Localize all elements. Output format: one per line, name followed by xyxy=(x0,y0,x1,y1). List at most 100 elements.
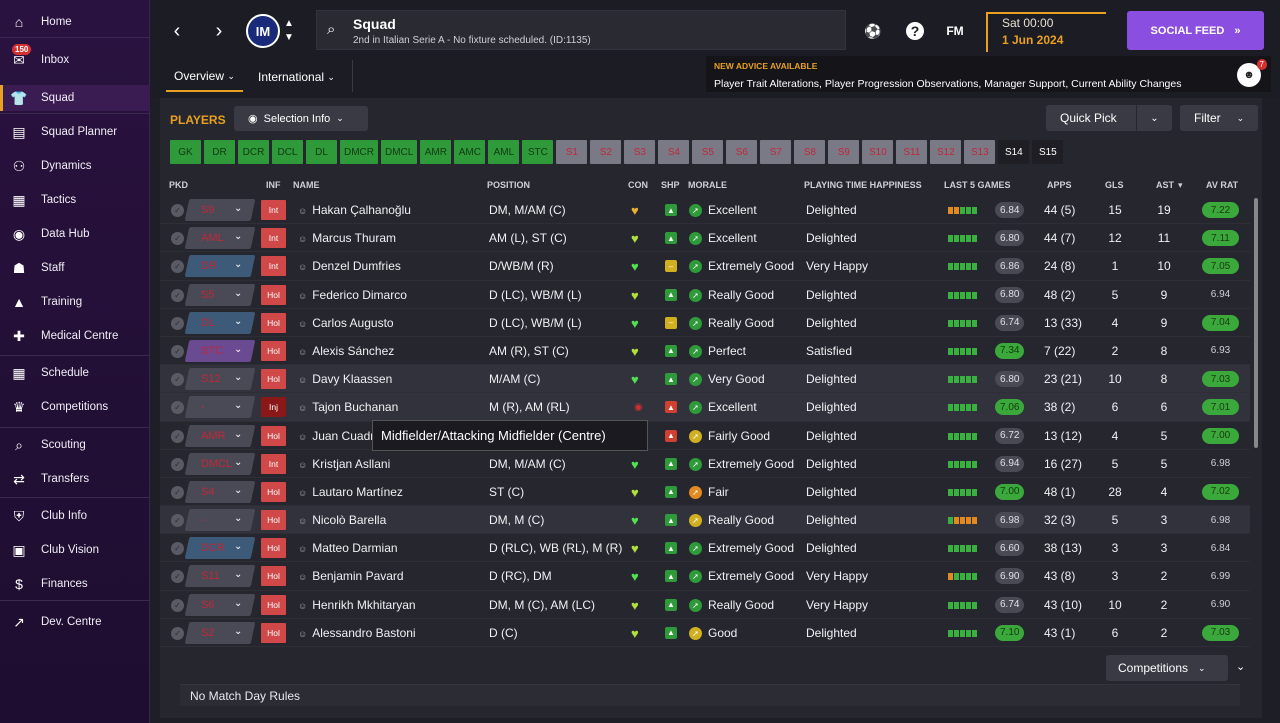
chevron-down-icon[interactable]: ⌄ xyxy=(234,231,243,243)
date-display[interactable]: Sat 00:00 1 Jun 2024 xyxy=(986,12,1106,52)
pick-checkbox[interactable]: ✓ xyxy=(171,232,184,246)
sidebar-item-training[interactable]: ▲ Training xyxy=(0,289,150,315)
chevron-down-icon[interactable]: ⌄ xyxy=(234,541,243,553)
pick-checkbox[interactable]: ✓ xyxy=(171,204,184,217)
table-row[interactable]: ✓ S12 ⌄ Hol ☺ Davy Klaassen M/AM (C) ♥ ▲ ➚ Very Go… xyxy=(160,365,1250,394)
club-badge[interactable]: IM xyxy=(246,14,280,48)
position-chip-s7[interactable]: S7 xyxy=(760,140,792,164)
squad-position-selector[interactable]: DL xyxy=(184,311,256,334)
position-chip-s9[interactable]: S9 xyxy=(828,140,860,164)
chevron-down-icon[interactable]: ⌄ xyxy=(234,400,243,412)
col-pkd[interactable]: PKD xyxy=(169,180,189,190)
squad-position-selector[interactable]: STC xyxy=(184,339,256,362)
player-name[interactable]: ☺ Hakan Çalhanoğlu xyxy=(298,203,411,217)
chevron-down-icon[interactable]: ⌄ xyxy=(234,625,243,637)
player-name[interactable]: ☺ Lautaro Martínez xyxy=(298,485,403,499)
table-row[interactable]: ✓AMR⌄Hol☺Juan Cuadrado♥▲➚Fairly GoodDeli… xyxy=(160,422,1250,450)
chevron-down-icon[interactable]: ⌄ xyxy=(234,287,243,299)
chevron-down-icon[interactable]: ⌄ xyxy=(234,484,243,496)
squad-position-selector[interactable]: S12 xyxy=(184,368,256,391)
pick-checkbox[interactable]: ✓ xyxy=(171,316,184,330)
table-row[interactable]: ✓ S5 ⌄ Hol ☺ Federico Dimarco D (LC), WB/M (L)… xyxy=(160,281,1250,309)
table-row[interactable]: ✓ S11 ⌄ Hol ☺ Benjamin Pavard D (RC), DM ♥ ▲ ➚ Ext… xyxy=(160,562,1250,591)
position-chip-s6[interactable]: S6 xyxy=(726,140,758,164)
col-con[interactable]: CON xyxy=(628,180,648,190)
sidebar-item-staff[interactable]: ☗ Staff xyxy=(0,255,150,281)
advice-panel[interactable]: NEW ADVICE AVAILABLE Player Trait Altera… xyxy=(706,56,1271,92)
pick-checkbox[interactable]: ✓ xyxy=(171,373,184,387)
sidebar-item-competitions[interactable]: ♛ Competitions xyxy=(0,394,150,420)
col-position[interactable]: POSITION xyxy=(487,180,531,190)
player-name[interactable]: ☺ Henrikh Mkhitaryan xyxy=(298,598,416,612)
pick-checkbox[interactable]: ✓ xyxy=(171,542,184,556)
table-row[interactable]: ✓ AML ⌄ Int ☺ Marcus Thuram AM (L), ST (C) ♥ ▲ ➚ E… xyxy=(160,224,1250,253)
sidebar-item-home[interactable]: ⌂ Home xyxy=(0,9,150,35)
position-chip-amc[interactable]: AMC xyxy=(454,140,486,164)
sidebar-item-finances[interactable]: $ Finances xyxy=(0,571,150,597)
sidebar-item-tactics[interactable]: ▦ Tactics xyxy=(0,187,150,213)
chevron-down-icon[interactable]: ⌄ xyxy=(234,343,243,355)
chevron-down-icon[interactable]: ⌄ xyxy=(234,428,243,440)
expand-chevron-icon[interactable]: ⌄ xyxy=(1236,661,1246,673)
table-row[interactable]: ✓ DL ⌄ Hol ☺ Carlos Augusto D (LC), WB/M (L) ♥ –… xyxy=(160,309,1250,337)
pick-checkbox[interactable]: ✓ xyxy=(171,344,184,358)
position-chip-s12[interactable]: S12 xyxy=(930,140,962,164)
position-chip-s14[interactable]: S14 xyxy=(998,140,1030,164)
squad-position-selector[interactable]: - xyxy=(184,396,256,419)
competitions-dropdown[interactable]: Competitions ⌄ xyxy=(1106,655,1228,681)
squad-position-selector[interactable]: DMCL xyxy=(184,452,256,475)
col-last5[interactable]: LAST 5 GAMES xyxy=(944,180,1011,190)
pick-checkbox[interactable]: ✓ xyxy=(171,598,184,612)
chevron-down-icon[interactable]: ⌄ xyxy=(234,569,243,581)
squad-position-selector[interactable]: S4 xyxy=(184,480,256,503)
position-chip-aml[interactable]: AML xyxy=(488,140,520,164)
position-chip-s3[interactable]: S3 xyxy=(624,140,656,164)
chevron-down-icon[interactable]: ⌄ xyxy=(234,203,243,214)
col-inf[interactable]: INF xyxy=(266,180,281,190)
pick-checkbox[interactable]: ✓ xyxy=(171,288,184,302)
player-name[interactable]: ☺ Alessandro Bastoni xyxy=(298,626,416,640)
position-chip-dcl[interactable]: DCL xyxy=(272,140,303,164)
squad-position-selector[interactable]: AMR xyxy=(184,424,256,447)
position-chip-dr[interactable]: DR xyxy=(204,140,235,164)
social-feed-button[interactable]: SOCIAL FEED » xyxy=(1127,11,1264,50)
table-row[interactable]: ✓ S2 ⌄ Hol ☺ Alessandro Bastoni D (C) ♥ ▲ ➚ Good De… xyxy=(160,619,1250,647)
sort-desc-icon[interactable]: ▾ xyxy=(1178,180,1183,190)
selection-info-dropdown[interactable]: ◉ Selection Info ⌄ xyxy=(234,106,368,131)
table-row[interactable]: ✓ DR ⌄ Int ☺ Denzel Dumfries D/WB/M (R) ♥ – ➚ Extr… xyxy=(160,252,1250,281)
sidebar-item-schedule[interactable]: ▦ Schedule xyxy=(0,360,150,386)
position-chip-dcr[interactable]: DCR xyxy=(238,140,269,164)
position-chip-s10[interactable]: S10 xyxy=(862,140,894,164)
squad-position-selector[interactable]: S11 xyxy=(184,565,256,588)
player-name[interactable]: ☺ Carlos Augusto xyxy=(298,316,394,330)
sidebar-item-dev-centre[interactable]: ↗ Dev. Centre xyxy=(0,609,150,635)
squad-position-selector[interactable]: DCR xyxy=(184,537,256,560)
squad-position-selector[interactable]: S2 xyxy=(184,621,256,644)
pick-checkbox[interactable]: ✓ xyxy=(171,485,184,499)
player-name[interactable]: ☺ Matteo Darmian xyxy=(298,541,398,555)
sidebar-item-data-hub[interactable]: ◉ Data Hub xyxy=(0,221,150,247)
sidebar-item-transfers[interactable]: ⇄ Transfers xyxy=(0,466,150,492)
col-gls[interactable]: GLS xyxy=(1105,180,1124,190)
football-icon[interactable]: ⚽ xyxy=(864,22,882,39)
sidebar-item-inbox[interactable]: ✉ 150 Inbox xyxy=(0,44,150,73)
fm-logo[interactable]: FM xyxy=(946,24,964,38)
position-chip-s5[interactable]: S5 xyxy=(692,140,724,164)
player-name[interactable]: ☺ Benjamin Pavard xyxy=(298,569,404,583)
sidebar-item-club-vision[interactable]: ▣ Club Vision xyxy=(0,537,150,563)
sidebar-item-scouting[interactable]: ⌕ Scouting xyxy=(0,432,150,458)
position-chip-s2[interactable]: S2 xyxy=(590,140,622,164)
col-playing-time[interactable]: PLAYING TIME HAPPINESS xyxy=(804,180,922,190)
position-chip-s13[interactable]: S13 xyxy=(964,140,996,164)
match-day-rules[interactable]: No Match Day Rules xyxy=(180,684,1240,706)
squad-position-selector[interactable]: DR xyxy=(184,255,256,278)
tab-international[interactable]: International ⌄ xyxy=(250,62,343,92)
back-arrow-icon[interactable]: ‹ xyxy=(173,19,181,42)
position-chip-dmcr[interactable]: DMCR xyxy=(340,140,378,164)
sidebar-item-club-info[interactable]: ⛨ Club Info xyxy=(0,503,150,529)
position-chip-s11[interactable]: S11 xyxy=(896,140,928,164)
squad-position-selector[interactable]: S9 xyxy=(184,199,256,221)
table-row[interactable]: ✓ DMCL ⌄ Int ☺ Kristjan Asllani DM, M/AM (C) ♥ ▲… xyxy=(160,450,1250,478)
player-name[interactable]: ☺ Marcus Thuram xyxy=(298,231,396,245)
table-row[interactable]: ✓ - ⌄ Hol ☺ Nicolò Barella DM, M (C) ♥ ▲ ➚ Really … xyxy=(160,506,1250,535)
